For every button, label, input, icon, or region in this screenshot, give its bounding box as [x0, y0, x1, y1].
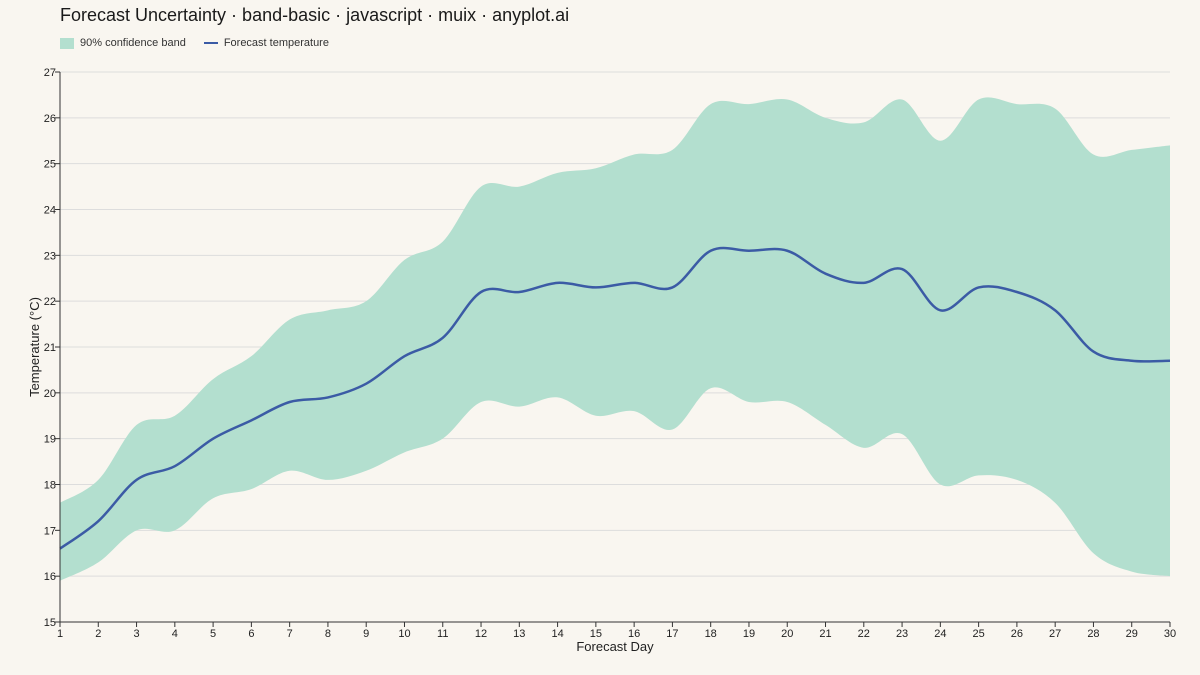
- x-tick-label: 3: [133, 628, 139, 640]
- y-tick-label: 19: [44, 434, 56, 446]
- y-tick-label: 15: [44, 617, 56, 629]
- x-tick-label: 17: [666, 628, 678, 640]
- x-axis-title: Forecast Day: [576, 639, 654, 654]
- x-tick-label: 10: [398, 628, 410, 640]
- x-tick-label: 29: [1126, 628, 1138, 640]
- y-tick-label: 27: [44, 67, 56, 79]
- x-tick-label: 14: [551, 628, 563, 640]
- x-tick-label: 20: [781, 628, 793, 640]
- y-tick-label: 22: [44, 296, 56, 308]
- legend-item-band[interactable]: 90% confidence band: [60, 37, 186, 49]
- y-tick-label: 18: [44, 480, 56, 492]
- y-tick-label: 23: [44, 250, 56, 262]
- y-tick-label: 16: [44, 571, 56, 583]
- y-tick-label: 17: [44, 525, 56, 537]
- x-tick-label: 8: [325, 628, 331, 640]
- x-tick-label: 27: [1049, 628, 1061, 640]
- x-tick-label: 21: [819, 628, 831, 640]
- y-axis-title: Temperature (°C): [27, 297, 42, 397]
- band-layer: [60, 97, 1170, 581]
- line-layer: [59, 246, 1171, 550]
- x-tick-label: 9: [363, 628, 369, 640]
- x-tick-label: 30: [1164, 628, 1176, 640]
- x-tick-label: 7: [287, 628, 293, 640]
- y-tick-label: 21: [44, 342, 56, 354]
- y-tick-label: 25: [44, 159, 56, 171]
- confidence-band: [60, 97, 1170, 581]
- x-tick-label: 5: [210, 628, 216, 640]
- x-tick-label: 22: [858, 628, 870, 640]
- legend-item-line[interactable]: Forecast temperature: [203, 37, 329, 49]
- x-tick-label: 13: [513, 628, 525, 640]
- legend-line-swatch: [203, 42, 218, 44]
- legend-band-swatch: [60, 37, 74, 49]
- y-tick-label: 20: [44, 388, 56, 400]
- legend: 90% confidence band Forecast temperature: [60, 37, 329, 49]
- y-tick-label: 24: [44, 205, 56, 217]
- chart-title: Forecast Uncertainty · band-basic · java…: [60, 5, 570, 25]
- x-tick-label: 6: [248, 628, 254, 640]
- x-tick-label: 11: [437, 628, 448, 640]
- x-tick-label: 12: [475, 628, 487, 640]
- x-tick-label: 16: [628, 628, 640, 640]
- x-tick-label: 25: [972, 628, 984, 640]
- x-tick-label: 19: [743, 628, 755, 640]
- y-tick-label: 26: [44, 113, 56, 125]
- x-tick-label: 26: [1011, 628, 1023, 640]
- forecast-line: [59, 246, 1171, 550]
- x-tick-label: 28: [1087, 628, 1099, 640]
- x-tick-label: 23: [896, 628, 908, 640]
- legend-line-label: Forecast temperature: [223, 37, 329, 49]
- x-tick-label: 24: [934, 628, 946, 640]
- x-tick-label: 18: [705, 628, 717, 640]
- x-tick-label: 2: [95, 628, 101, 640]
- x-tick-label: 1: [57, 628, 63, 640]
- x-tick-label: 15: [590, 628, 602, 640]
- x-tick-label: 4: [172, 628, 178, 640]
- legend-band-label: 90% confidence band: [80, 37, 186, 49]
